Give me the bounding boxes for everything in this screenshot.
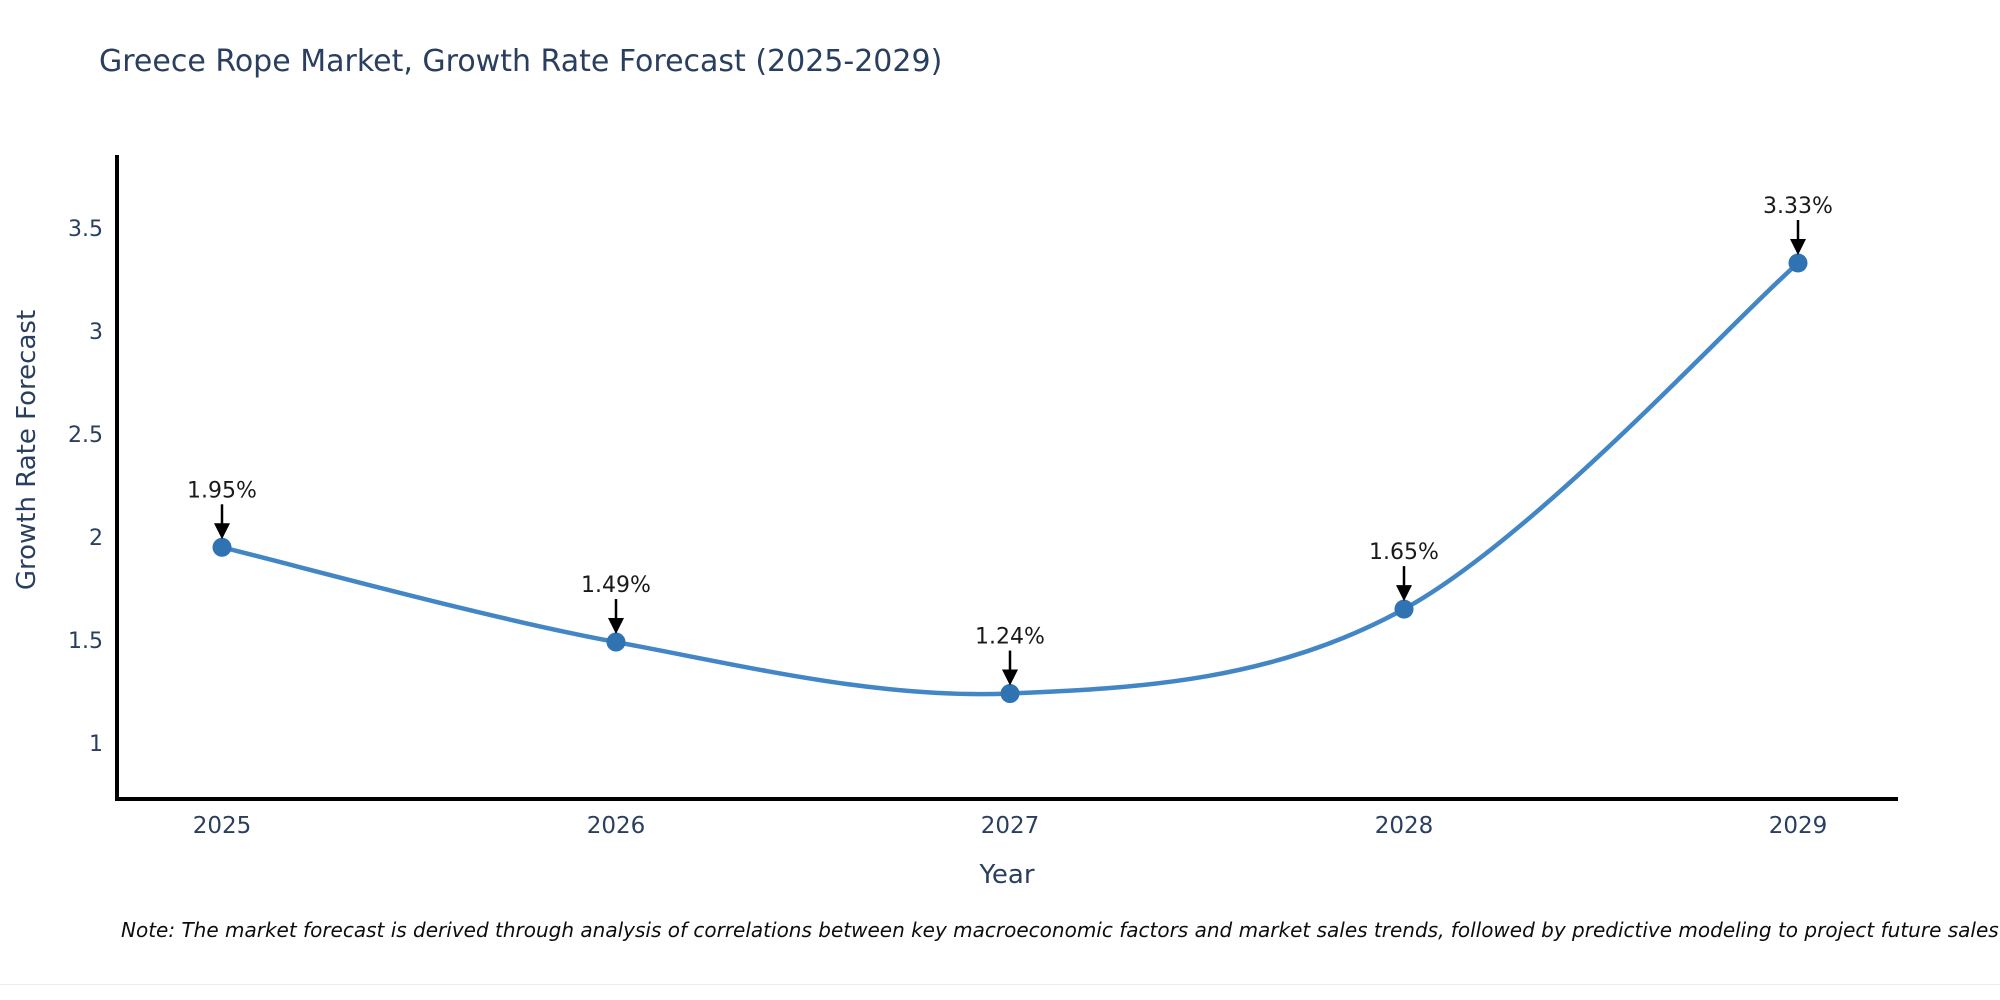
y-axis-title: Growth Rate Forecast [12,309,42,591]
y-tick-label: 2 [89,526,103,551]
x-tick-label: 2029 [1769,813,1828,839]
annotation-arrowhead [608,618,624,635]
annotation-label: 1.65% [1369,540,1439,565]
y-tick-label: 3.5 [68,217,103,242]
data-point-marker [1000,684,1020,704]
data-point-marker [212,537,232,557]
data-point-marker [1394,599,1414,619]
annotation-arrowhead [1396,585,1412,602]
x-tick-label: 2026 [587,813,646,839]
annotation-arrowhead [214,523,230,540]
y-tick-label: 1.5 [68,629,103,654]
x-tick-label: 2027 [981,813,1040,839]
annotation-label: 1.24% [975,625,1045,650]
x-axis-title: Year [979,860,1035,890]
footnote: Note: The market forecast is derived thr… [121,918,1999,942]
trend-line [219,260,1801,697]
annotation-label: 1.95% [187,478,257,503]
x-tick-label: 2028 [1375,813,1434,839]
data-point-marker [1788,253,1808,273]
annotation-arrowhead [1790,239,1806,256]
bottom-page-edge [0,984,2000,985]
y-tick-label: 3 [89,320,103,345]
chart-title: Greece Rope Market, Growth Rate Forecast… [99,44,943,79]
data-point-marker [606,632,626,652]
y-tick-label: 1 [89,732,103,757]
annotation-label: 3.33% [1763,194,1833,219]
annotation-arrowhead [1002,669,1018,686]
y-tick-label: 2.5 [68,423,103,448]
annotation-label: 1.49% [581,573,651,598]
x-tick-label: 2025 [193,813,252,839]
